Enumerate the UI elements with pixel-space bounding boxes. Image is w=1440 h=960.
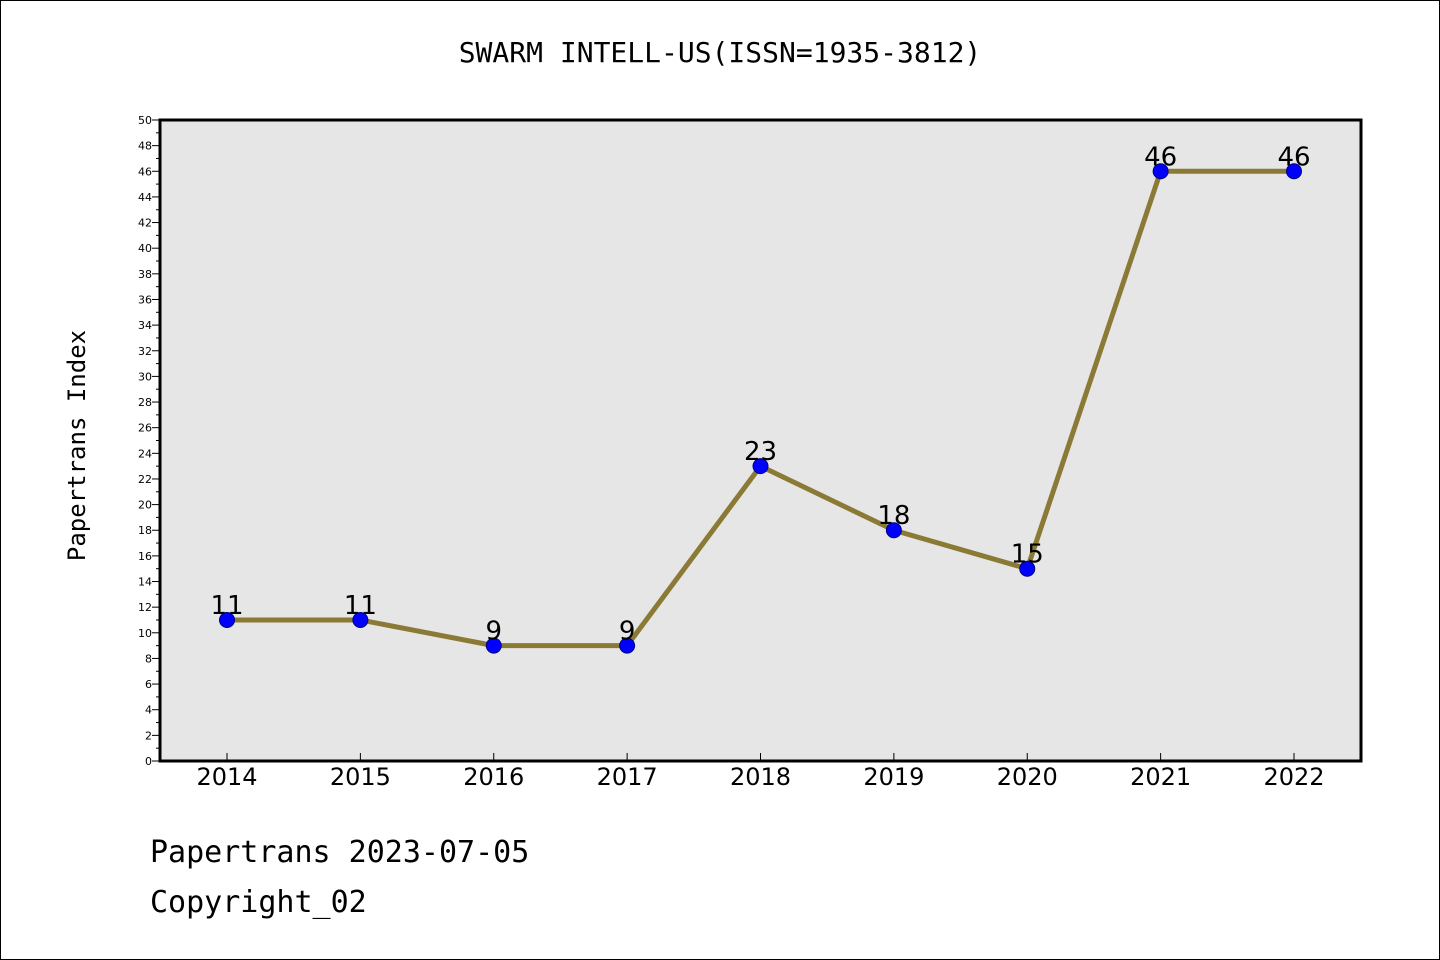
data-label: 15 <box>1011 540 1044 570</box>
x-tick-label: 2020 <box>997 763 1058 791</box>
data-point <box>1019 560 1036 577</box>
y-tick-label: 24 <box>138 447 152 460</box>
y-tick-label: 36 <box>138 293 152 306</box>
x-tick-label: 2021 <box>1130 763 1191 791</box>
data-point <box>485 637 502 654</box>
x-tick-label: 2015 <box>330 763 391 791</box>
plot-area <box>160 120 1361 761</box>
y-tick-label: 10 <box>138 627 152 640</box>
y-tick-label: 12 <box>138 601 152 614</box>
x-tick-label: 2022 <box>1263 763 1324 791</box>
x-tick-label: 2014 <box>196 763 257 791</box>
y-tick-label: 2 <box>145 729 152 742</box>
x-tick-label: 2016 <box>463 763 524 791</box>
y-tick-label: 16 <box>138 550 152 563</box>
data-point <box>885 522 902 539</box>
y-tick-label: 40 <box>138 242 152 255</box>
data-point <box>752 458 769 475</box>
y-tick-label: 14 <box>138 576 152 589</box>
data-point <box>352 611 369 628</box>
y-tick-label: 18 <box>138 524 152 537</box>
footer-copyright: Copyright_02 <box>150 885 367 920</box>
y-tick-label: 42 <box>138 217 152 230</box>
data-label: 46 <box>1144 142 1177 172</box>
y-tick-label: 50 <box>138 114 152 127</box>
y-tick-label: 44 <box>138 191 152 204</box>
y-tick-label: 48 <box>138 140 152 153</box>
data-label: 11 <box>210 591 243 621</box>
data-label: 23 <box>744 437 777 467</box>
y-tick-label: 46 <box>138 165 152 178</box>
y-tick-label: 20 <box>138 499 152 512</box>
chart-title: SWARM INTELL-US(ISSN=1935-3812) <box>458 36 982 69</box>
data-label: 18 <box>877 501 910 531</box>
y-tick-label: 32 <box>138 345 152 358</box>
y-tick-label: 28 <box>138 396 152 409</box>
y-tick-label: 22 <box>138 473 152 486</box>
y-tick-label: 4 <box>145 704 152 717</box>
data-point <box>1286 163 1302 180</box>
plot-border <box>158 118 1363 763</box>
y-tick-label: 38 <box>138 268 152 281</box>
data-label: 46 <box>1277 142 1310 172</box>
y-tick-label: 6 <box>145 678 152 691</box>
data-label: 9 <box>485 617 502 647</box>
y-tick-label: 34 <box>138 319 152 332</box>
data-label: 9 <box>619 617 636 647</box>
data-point <box>1152 163 1169 180</box>
y-tick-label: 26 <box>138 422 152 435</box>
y-axis-title: Papertrans Index <box>63 330 91 561</box>
x-tick-label: 2019 <box>863 763 924 791</box>
data-label: 11 <box>344 591 377 621</box>
data-point <box>619 637 636 654</box>
y-tick-label: 0 <box>145 755 152 768</box>
x-tick-label: 2017 <box>597 763 658 791</box>
footer-date: Papertrans 2023-07-05 <box>150 835 530 870</box>
x-tick-label: 2018 <box>730 763 791 791</box>
y-tick-label: 30 <box>138 370 152 383</box>
y-tick-label: 8 <box>145 652 152 665</box>
data-point <box>219 611 235 628</box>
